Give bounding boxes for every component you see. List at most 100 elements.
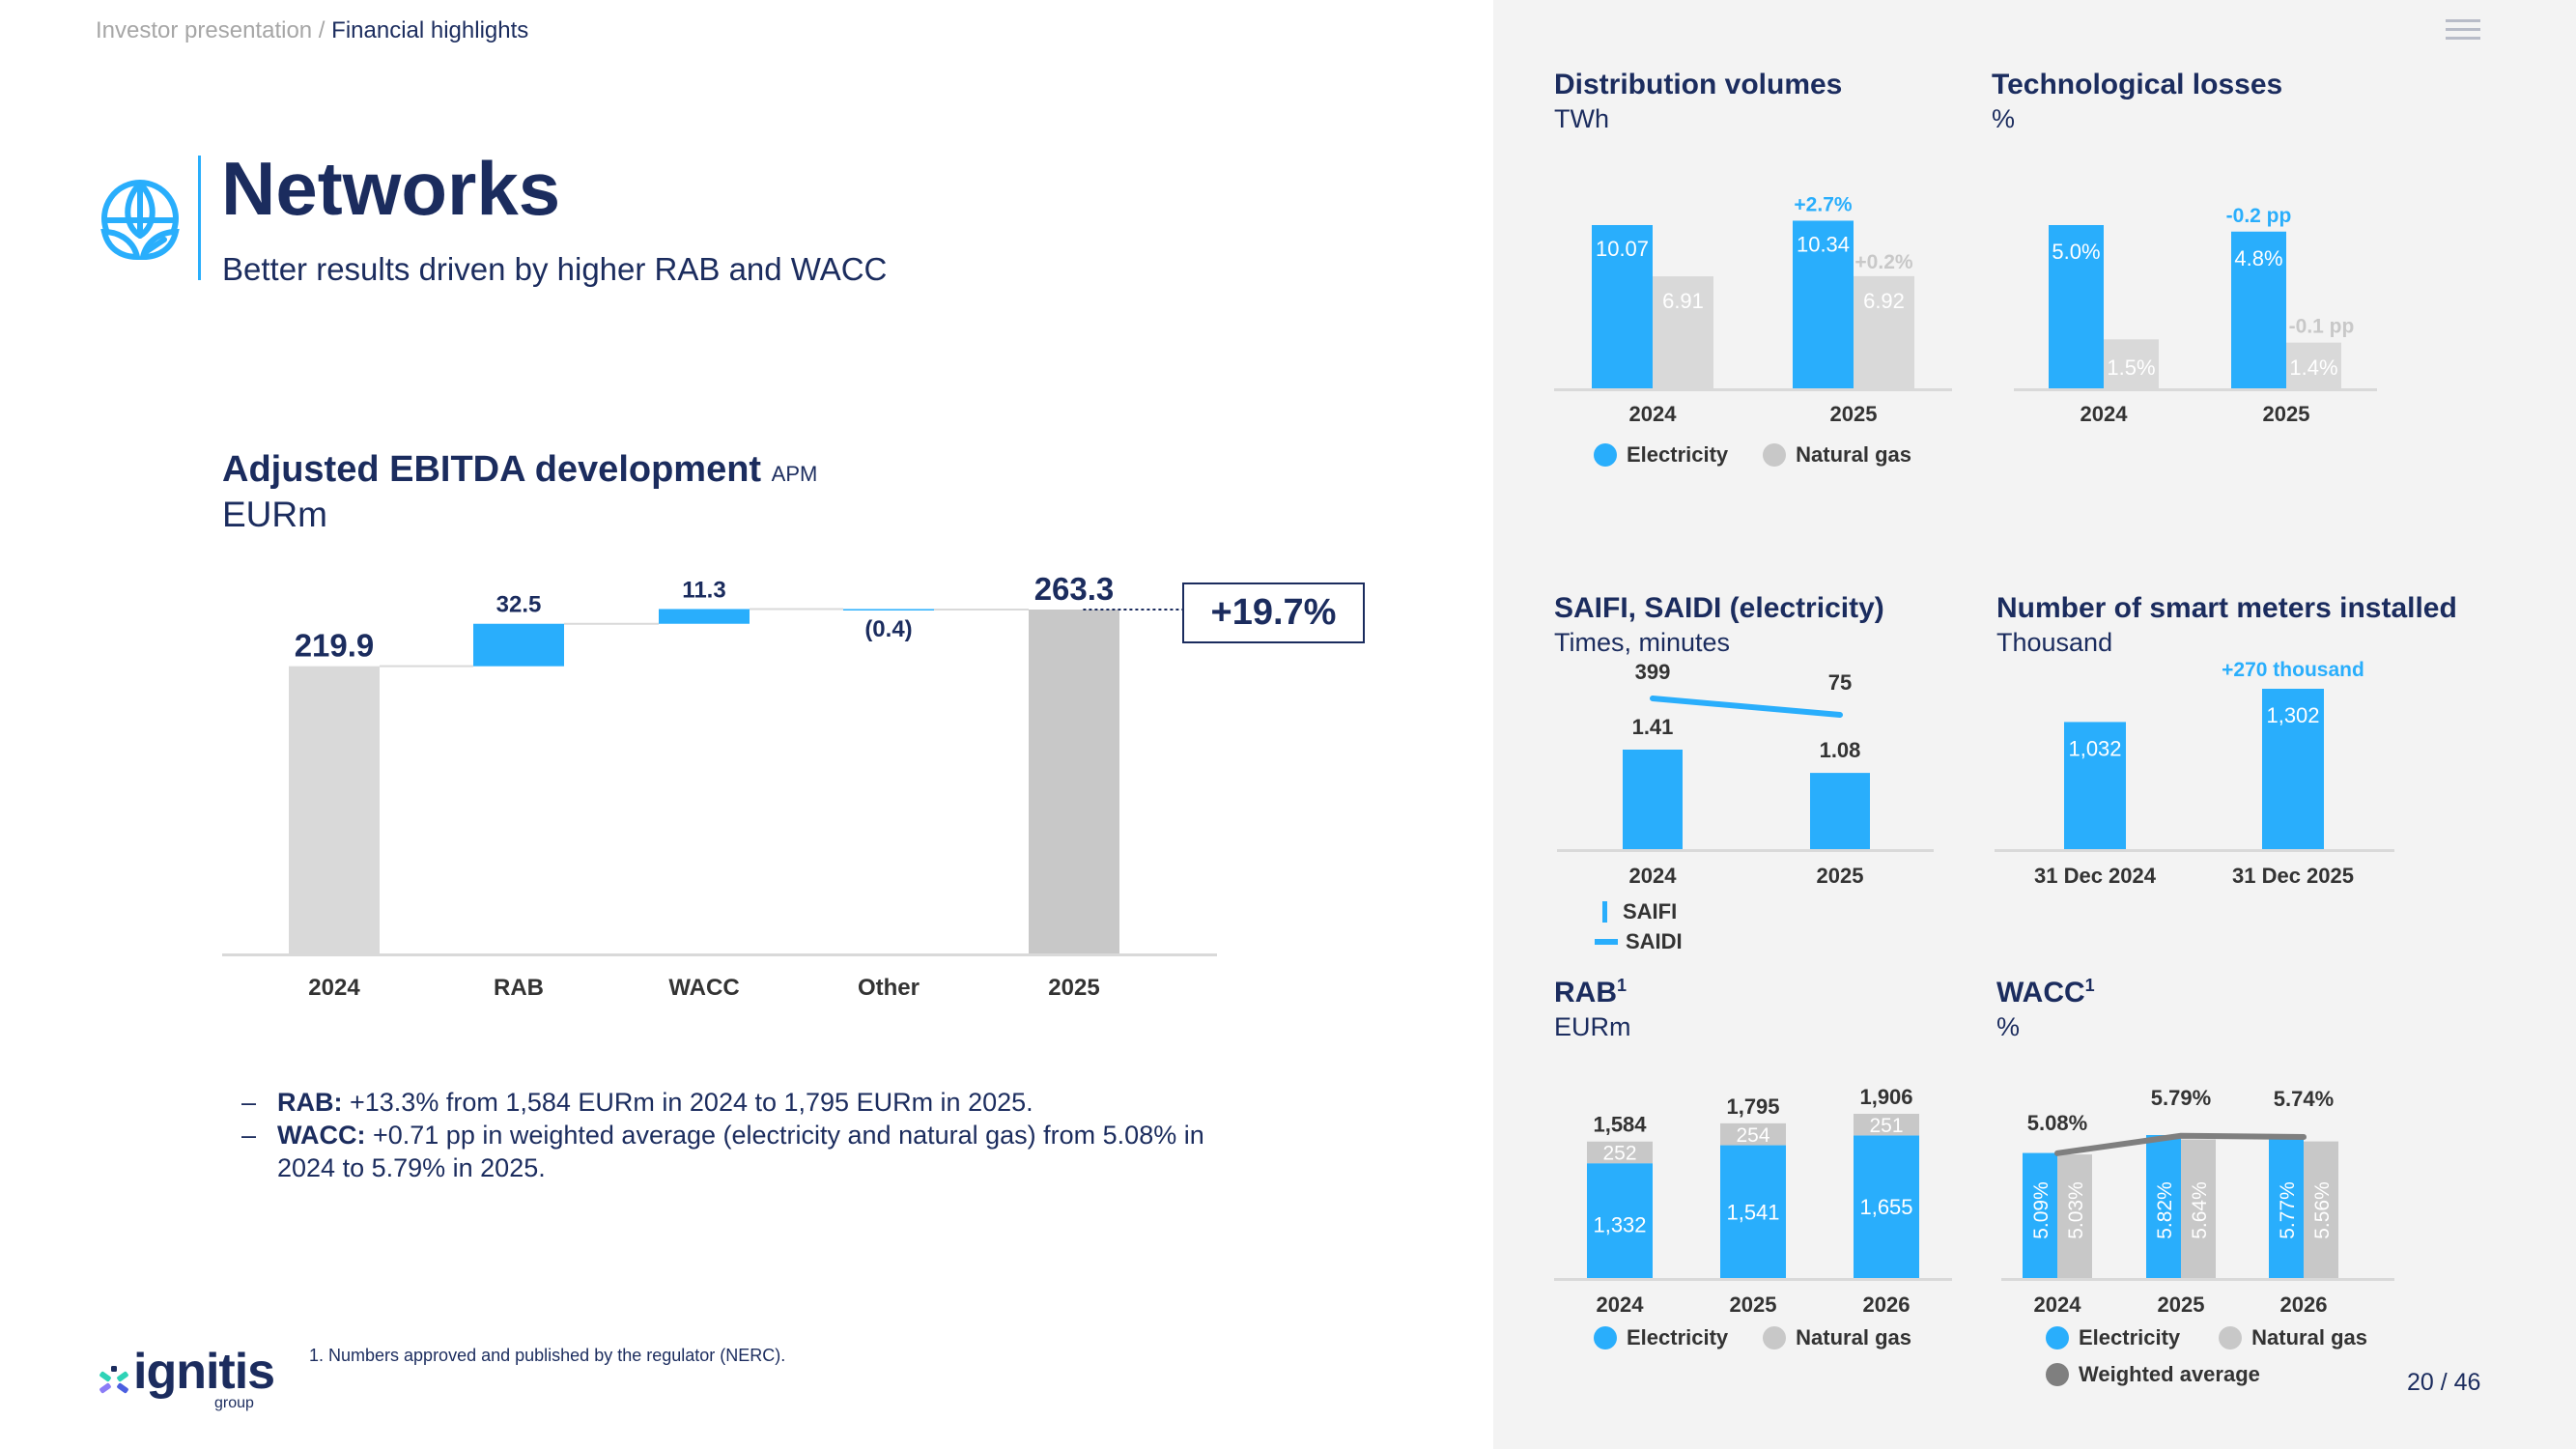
legend-electricity-swatch xyxy=(1594,443,1617,467)
rab-total-label: 1,906 xyxy=(1859,1085,1912,1109)
saidi-line xyxy=(1650,696,1843,718)
legend-saidi: SAIDI xyxy=(1626,929,1683,953)
breadcrumb: Investor presentation / Financial highli… xyxy=(96,17,528,44)
wacc-title: WACC1 xyxy=(1996,976,2095,1009)
bar-value-label: 5.82% xyxy=(2154,1181,2176,1239)
bullet-label: RAB: xyxy=(277,1088,343,1117)
waterfall-value-label: 11.3 xyxy=(682,577,725,603)
legend-gas: Natural gas xyxy=(1796,1325,1911,1350)
legend-weighted-avg: Weighted average xyxy=(2079,1362,2260,1386)
bar-value-label: 4.8% xyxy=(2234,246,2282,270)
bar-value-label: 251 xyxy=(1869,1115,1903,1137)
distribution-bar-gas xyxy=(1653,276,1713,388)
losses-title: Technological losses xyxy=(1992,69,2283,100)
saifi-unit: Times, minutes xyxy=(1554,628,1731,657)
ignitis-logo[interactable]: ignitis group xyxy=(97,1344,275,1412)
page-subtitle: Better results driven by higher RAB and … xyxy=(222,251,888,287)
bar-value-label: 1,032 xyxy=(2068,736,2121,760)
bar-value-label: 10.07 xyxy=(1596,237,1649,261)
wacc-unit: % xyxy=(1996,1012,2021,1041)
bar-value-label: 1.4% xyxy=(2289,355,2337,380)
bullet-rab: – RAB: +13.3% from 1,584 EURm in 2024 to… xyxy=(241,1086,1256,1119)
wacc-bar-gas xyxy=(2057,1154,2092,1278)
change-label: +2.7% xyxy=(1794,193,1852,215)
saifi-bar xyxy=(1623,750,1683,849)
hamburger-menu-icon[interactable] xyxy=(2446,19,2480,43)
breadcrumb-parent[interactable]: Investor presentation xyxy=(96,17,313,43)
weighted-average-label: 5.74% xyxy=(2274,1087,2334,1111)
globe-leaf-icon xyxy=(97,176,184,263)
rab-unit: EURm xyxy=(1554,1012,1631,1041)
bar-value-label: 10.34 xyxy=(1797,232,1850,256)
change-label: +270 thousand xyxy=(2222,659,2364,681)
category-label: 2025 xyxy=(1830,402,1878,426)
losses-unit: % xyxy=(1992,104,2016,133)
waterfall-category-label: RAB xyxy=(494,975,544,1001)
legend-electricity: Electricity xyxy=(1627,442,1729,467)
logo-subtext: group xyxy=(214,1395,254,1411)
ebitda-change-badge: +19.7% xyxy=(1182,582,1365,643)
wacc-legend-row2: Weighted average xyxy=(2046,1362,2260,1387)
waterfall-category-label: 2024 xyxy=(308,975,360,1001)
bar-value-label: 254 xyxy=(1736,1124,1769,1147)
bar-value-label: 5.0% xyxy=(2052,240,2100,264)
legend-saidi-swatch xyxy=(1595,939,1618,945)
waterfall-bar-2024 xyxy=(289,666,380,953)
weighted-average-line xyxy=(2054,1132,2307,1156)
legend-electricity-swatch xyxy=(2046,1326,2069,1350)
breadcrumb-current: Financial highlights xyxy=(331,17,529,43)
legend-gas-swatch xyxy=(2219,1326,2243,1350)
wacc-title-text: WACC xyxy=(1996,977,2085,1009)
rab-bar-electricity xyxy=(1720,1145,1786,1278)
legend-gas: Natural gas xyxy=(1796,442,1911,467)
apm-tag: APM xyxy=(771,462,818,486)
bar-value-label: 1,302 xyxy=(2266,703,2319,727)
bar-value-label: 5.56% xyxy=(2311,1181,2334,1239)
meters-title: Number of smart meters installed xyxy=(1996,592,2457,624)
footnote: 1. Numbers approved and published by the… xyxy=(309,1346,786,1365)
losses-bar-electricity xyxy=(2231,231,2286,388)
legend-weighted-avg-swatch xyxy=(2046,1363,2069,1386)
waterfall-bar-rab xyxy=(473,623,564,667)
distribution-title: Distribution volumes xyxy=(1554,69,1843,100)
bullet-dash: – xyxy=(241,1088,257,1117)
rab-bar-gas xyxy=(1587,1141,1653,1164)
ebitda-title-text: Adjusted EBITDA development xyxy=(222,449,762,490)
category-label: 2024 xyxy=(2081,402,2129,426)
category-label: 2024 xyxy=(1629,864,1678,888)
weighted-average-label: 5.79% xyxy=(2151,1086,2211,1110)
logo-wordmark: ignitis xyxy=(133,1344,275,1400)
category-label: 2026 xyxy=(1863,1293,1911,1317)
bar-value-label: 1,541 xyxy=(1726,1200,1779,1224)
category-label: 31 Dec 2024 xyxy=(2034,864,2157,888)
rab-bar-electricity xyxy=(1854,1135,1919,1278)
change-label: -0.1 pp xyxy=(2289,316,2355,338)
waterfall-category-label: WACC xyxy=(668,975,739,1001)
bar-value-label: 252 xyxy=(1602,1143,1636,1165)
saidi-value-label: 75 xyxy=(1828,670,1852,695)
change-label: -0.2 pp xyxy=(2226,205,2292,227)
bullet-label: WACC: xyxy=(277,1121,366,1150)
saifi-bar xyxy=(1810,773,1870,849)
bar-value-label: 6.91 xyxy=(1662,289,1704,313)
bar-value-label: 6.92 xyxy=(1863,289,1905,313)
category-label: 2024 xyxy=(1629,402,1678,426)
ebitda-title: Adjusted EBITDA development APM xyxy=(222,449,817,491)
rab-total-label: 1,584 xyxy=(1593,1113,1647,1137)
category-label: 2025 xyxy=(1730,1293,1777,1317)
distribution-unit: TWh xyxy=(1554,104,1609,133)
bar-value-label: 5.09% xyxy=(2030,1181,2052,1239)
waterfall-category-label: 2025 xyxy=(1048,975,1099,1001)
bullet-text: +0.71 pp in weighted average (electricit… xyxy=(277,1121,1204,1182)
wacc-bar-electricity xyxy=(2023,1152,2057,1278)
commentary-list: – RAB: +13.3% from 1,584 EURm in 2024 to… xyxy=(241,1086,1256,1184)
losses-bar-gas xyxy=(2104,339,2159,388)
legend-electricity: Electricity xyxy=(1627,1325,1729,1350)
category-label: 2025 xyxy=(1817,864,1864,888)
waterfall-value-label: 263.3 xyxy=(1034,571,1115,607)
saifi-legend-item: SAIFI xyxy=(1602,899,1677,924)
distribution-bar-gas xyxy=(1854,275,1914,388)
wacc-bar-gas xyxy=(2304,1141,2338,1278)
waterfall-bar-other xyxy=(843,609,934,611)
saifi-value-label: 1.08 xyxy=(1820,738,1861,762)
